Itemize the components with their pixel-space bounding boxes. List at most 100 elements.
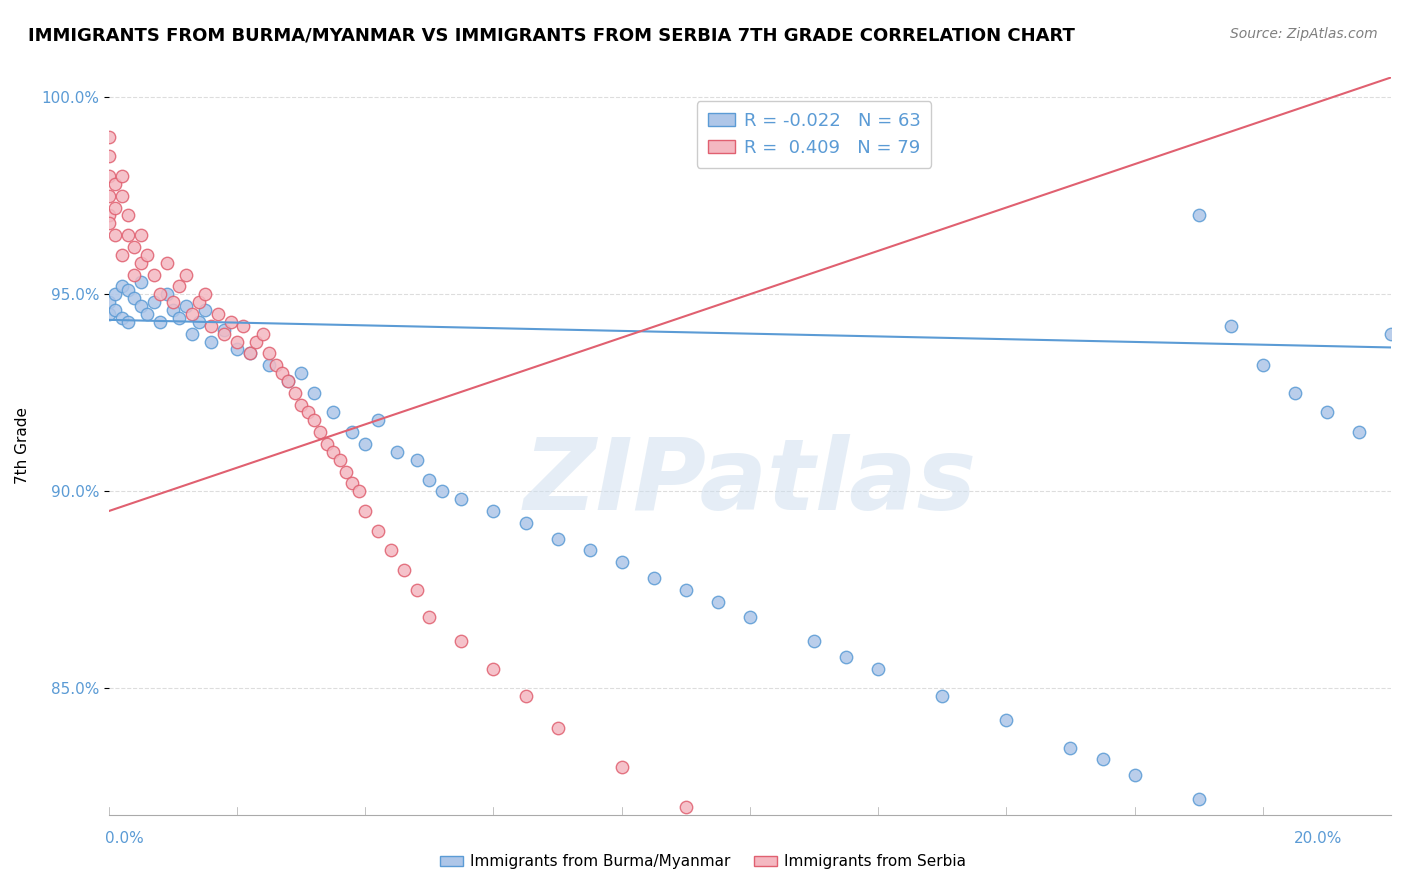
Point [97,295,120,310]
Point [354,437,377,451]
Point [868,662,890,676]
Point [271,366,294,380]
Point [515,690,537,704]
Point [155,287,177,301]
Point [1219,318,1241,333]
Point [1188,208,1211,222]
Point [97,129,120,144]
Point [239,346,262,360]
Point [149,287,172,301]
Point [1091,752,1114,766]
Point [322,405,344,419]
Point [252,326,274,341]
Point [803,879,825,892]
Point [1284,385,1306,400]
Point [124,240,146,254]
Point [367,413,389,427]
Point [97,169,120,183]
Point [187,295,209,310]
Point [675,799,697,814]
Point [129,228,152,243]
Text: 20.0%: 20.0% [1295,831,1343,846]
Point [117,228,139,243]
Point [335,465,357,479]
Point [97,149,120,163]
Point [97,307,120,321]
Point [380,543,402,558]
Point [97,208,120,222]
Point [367,524,389,538]
Point [111,169,134,183]
Point [931,690,953,704]
Point [803,634,825,648]
Point [226,334,249,349]
Point [450,634,472,648]
Point [104,303,127,318]
Point [738,839,761,854]
Legend: Immigrants from Burma/Myanmar, Immigrants from Serbia: Immigrants from Burma/Myanmar, Immigrant… [433,848,973,875]
Point [104,177,127,191]
Y-axis label: 7th Grade: 7th Grade [15,408,30,484]
Point [111,248,134,262]
Point [610,555,633,569]
Point [302,413,325,427]
Point [129,256,152,270]
Point [257,346,280,360]
Point [149,315,172,329]
Point [117,283,139,297]
Point [405,582,427,597]
Point [1379,326,1402,341]
Point [129,299,152,313]
Point [290,398,312,412]
Point [450,492,472,507]
Point [104,201,127,215]
Text: 0.0%: 0.0% [105,831,145,846]
Point [200,318,222,333]
Point [239,346,262,360]
Point [181,307,204,321]
Point [207,307,229,321]
Point [995,713,1018,727]
Point [174,268,197,282]
Point [212,326,235,341]
Point [104,287,127,301]
Point [418,473,440,487]
Point [405,452,427,467]
Point [387,445,409,459]
Point [322,445,344,459]
Point [835,649,858,664]
Point [117,315,139,329]
Point [277,374,299,388]
Point [162,295,184,310]
Point [111,279,134,293]
Legend: R = -0.022   N = 63, R =  0.409   N = 79: R = -0.022 N = 63, R = 0.409 N = 79 [697,101,931,168]
Point [309,425,332,440]
Point [142,295,165,310]
Point [124,291,146,305]
Point [354,504,377,518]
Point [257,358,280,372]
Point [136,248,159,262]
Point [136,307,159,321]
Point [347,484,370,499]
Point [264,358,287,372]
Point [329,452,352,467]
Text: IMMIGRANTS FROM BURMA/MYANMAR VS IMMIGRANTS FROM SERBIA 7TH GRADE CORRELATION CH: IMMIGRANTS FROM BURMA/MYANMAR VS IMMIGRA… [28,27,1076,45]
Point [738,610,761,624]
Point [200,334,222,349]
Point [97,188,120,202]
Point [129,276,152,290]
Text: ZIPatlas: ZIPatlas [523,434,977,532]
Point [181,326,204,341]
Point [547,721,569,735]
Point [169,310,191,325]
Point [342,425,364,440]
Point [302,385,325,400]
Point [142,268,165,282]
Point [610,760,633,774]
Point [418,610,440,624]
Point [315,437,337,451]
Point [1188,792,1211,806]
Point [219,315,242,329]
Point [342,476,364,491]
